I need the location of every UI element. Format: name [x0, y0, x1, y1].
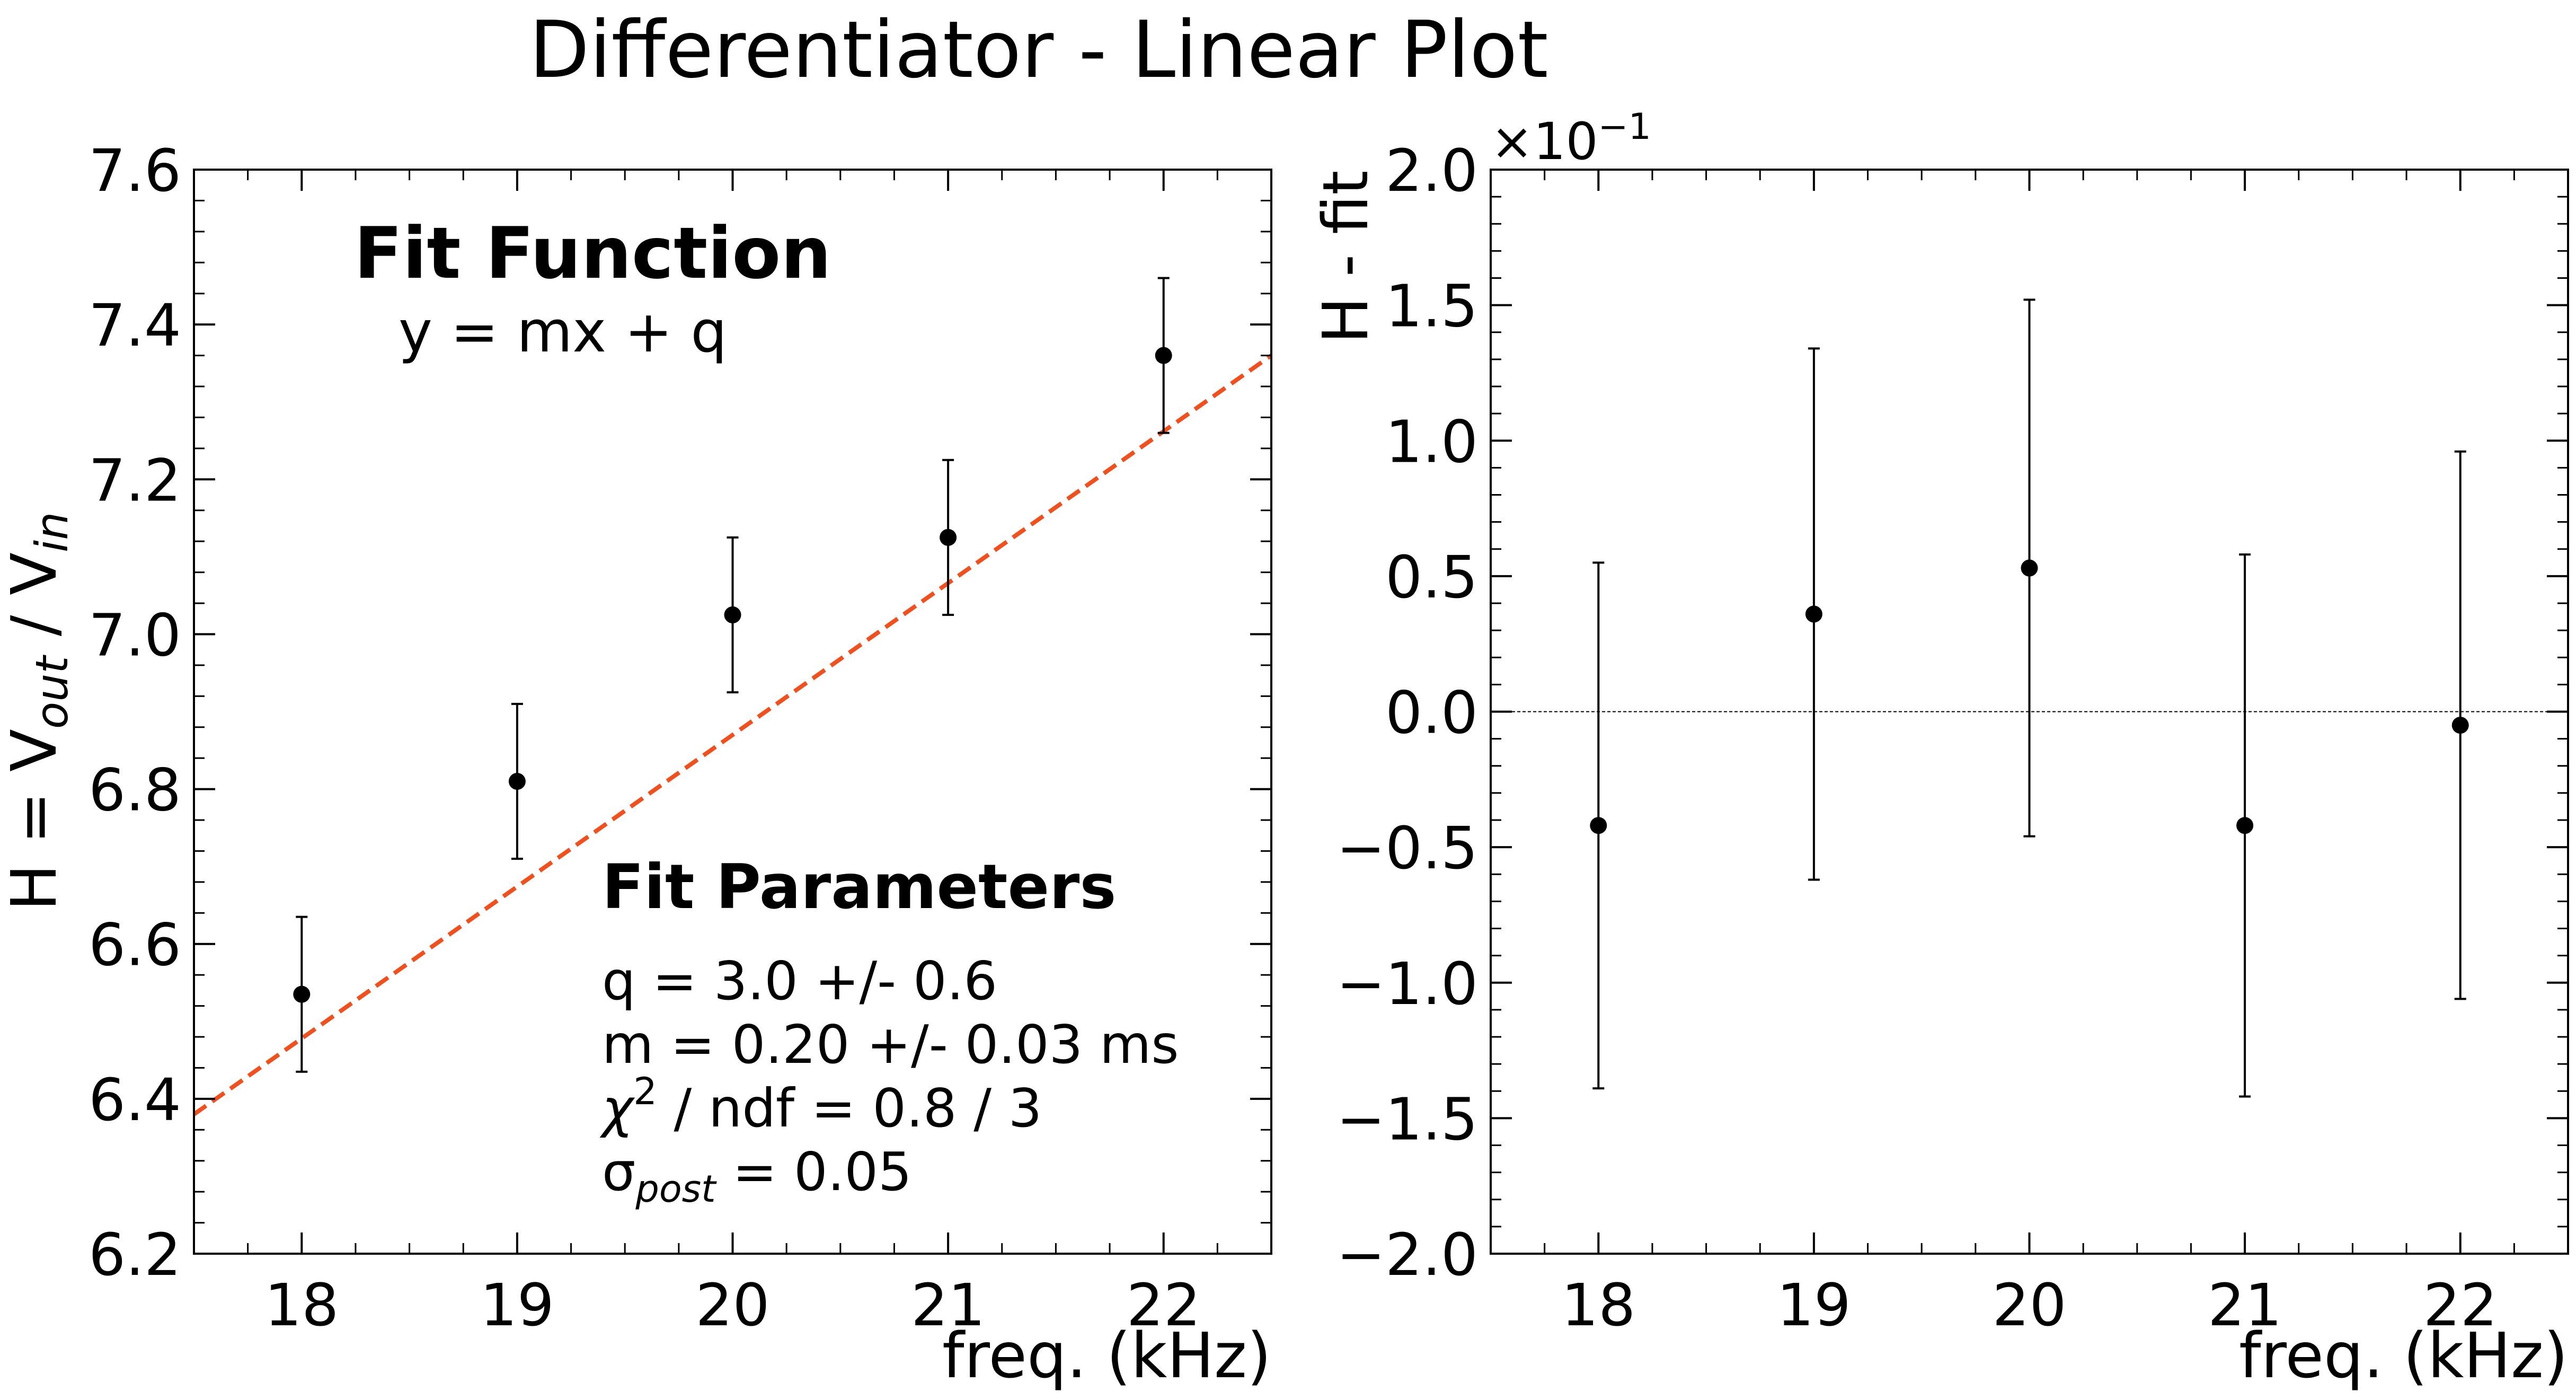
left-x-axis-label: freq. (kHz) [942, 1319, 1271, 1392]
sigma-subscript: post [635, 1167, 717, 1211]
left-y-tick-label: 7.6 [88, 137, 181, 205]
sigma-symbol: σ [602, 1141, 635, 1203]
tick-layer: 18 19 20 21 22 6.2 6.4 6.6 6.8 7.0 7.2 7.4 7.6 [88, 137, 1272, 1339]
param-chi2: χ2 / ndf = 0.8 / 3 [599, 1070, 1042, 1139]
right-x-tick-label: 21 [2208, 1271, 2282, 1339]
offset-exponent: −1 [1598, 106, 1651, 148]
right-data-point [1805, 605, 1822, 623]
right-data-point [2451, 717, 2469, 734]
right-y-tick-label: −1.0 [1336, 950, 1478, 1018]
right-x-tick-label: 19 [1777, 1271, 1851, 1339]
ylabel-sub-out: out [26, 655, 78, 729]
chi-rest: / ndf = 0.8 / 3 [657, 1077, 1042, 1139]
fit-parameters-title: Fit Parameters [602, 851, 1116, 923]
left-y-tick-label: 6.6 [88, 911, 181, 979]
left-y-tick-label: 6.4 [88, 1066, 181, 1134]
left-y-axis-label: H = Vout / Vin [0, 512, 78, 911]
left-data-point [1155, 347, 1172, 364]
param-m: m = 0.20 +/- 0.03 ms [602, 1014, 1179, 1076]
left-y-tick-label: 7.0 [88, 601, 181, 669]
right-y-tick-label: 2.0 [1385, 137, 1478, 205]
right-panel: 18 19 20 21 22 −2.0 −1.5 −1.0 −0.5 0.0 0.5 1.0 1.5 2.… [1309, 106, 2569, 1392]
right-y-axis-label: H - fit [1309, 171, 1382, 344]
left-y-tick-label: 6.8 [88, 756, 181, 824]
ylabel-part-3: / V [0, 552, 70, 656]
right-y-tick-label: 1.5 [1385, 272, 1478, 340]
left-data-point [940, 529, 957, 546]
left-y-tick-label: 6.2 [88, 1221, 181, 1289]
left-y-tick-label: 7.2 [88, 446, 181, 514]
left-data-point [724, 606, 741, 623]
chi-exponent: 2 [633, 1070, 657, 1113]
right-y-tick-label: −1.5 [1336, 1085, 1478, 1153]
ylabel-sub-in: in [26, 512, 78, 553]
right-y-tick-label: 0.5 [1385, 543, 1478, 611]
left-panel: 18 19 20 21 22 6.2 6.4 6.6 6.8 7.0 7.2 7.4 7.6 H = V… [0, 137, 1273, 1392]
right-data-point [2021, 559, 2038, 577]
param-sigma: σpost = 0.05 [602, 1141, 912, 1211]
y-scale-offset: ×10−1 [1491, 106, 1651, 171]
right-x-tick-label: 20 [1993, 1271, 2067, 1339]
right-x-axis-label: freq. (kHz) [2239, 1319, 2568, 1392]
left-x-tick-label: 21 [911, 1271, 985, 1339]
fit-line-layer [192, 354, 1273, 1116]
right-x-tick-label: 22 [2423, 1271, 2498, 1339]
data-layer [1590, 298, 2469, 1098]
right-plot-frame [1490, 169, 2569, 1255]
left-data-point [293, 985, 311, 1003]
figure-title: Differentiator - Linear Plot [529, 4, 1548, 95]
left-plot-frame [193, 169, 1272, 1255]
right-y-tick-label: 0.0 [1385, 679, 1478, 747]
offset-base: ×10 [1491, 112, 1598, 171]
right-y-tick-label: −2.0 [1336, 1221, 1478, 1289]
left-data-point [508, 772, 526, 790]
right-x-tick-label: 18 [1561, 1271, 1635, 1339]
right-data-point [1590, 817, 1607, 834]
left-x-tick-label: 18 [264, 1271, 339, 1339]
sigma-rest: = 0.05 [716, 1141, 912, 1203]
data-layer [293, 277, 1172, 1073]
right-data-point [2236, 817, 2254, 834]
left-x-tick-label: 20 [696, 1271, 770, 1339]
right-y-tick-label: −0.5 [1336, 814, 1478, 882]
ylabel-part-1: H = V [0, 729, 70, 911]
right-y-tick-label: 1.0 [1385, 408, 1478, 476]
tick-layer: 18 19 20 21 22 −2.0 −1.5 −1.0 −0.5 0.0 0.5 1.0 1.5 2.… [1336, 137, 2569, 1339]
left-x-tick-label: 19 [480, 1271, 554, 1339]
left-y-tick-label: 7.4 [88, 292, 181, 359]
param-q: q = 3.0 +/- 0.6 [602, 950, 997, 1012]
left-x-tick-label: 22 [1127, 1271, 1201, 1339]
fit-function-title: Fit Function [354, 212, 831, 295]
fit-line [192, 354, 1273, 1116]
chi-symbol: χ [599, 1077, 635, 1139]
fit-function-expression: y = mx + q [399, 299, 727, 365]
